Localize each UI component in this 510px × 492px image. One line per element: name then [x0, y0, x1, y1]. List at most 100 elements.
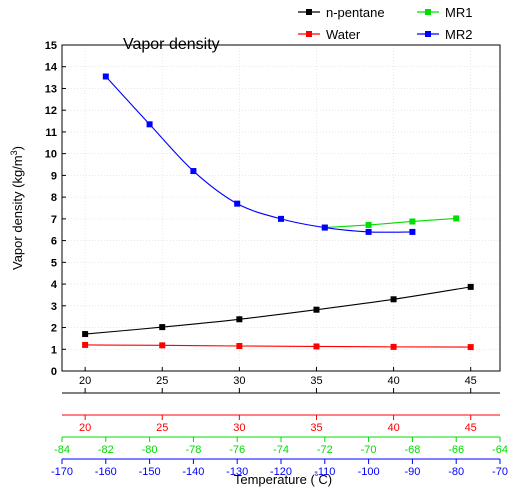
- x-tick-label: -70: [492, 466, 508, 478]
- x-tick-label: -74: [273, 444, 289, 456]
- x-tick-label: 30: [233, 422, 245, 434]
- x-axis-label: Temperature (°C): [234, 472, 332, 487]
- series-mr1: [321, 215, 460, 231]
- data-point: [390, 296, 397, 303]
- legend-label: n-pentane: [326, 5, 385, 20]
- x-axis-mr1: -84 -82 -80 -78 -76 -74 -72 -70 -68 -66 -64: [54, 436, 508, 456]
- data-point: [453, 215, 460, 222]
- data-point: [313, 306, 320, 313]
- y-tick-label: 0: [51, 366, 57, 378]
- x-tick-label: -76: [229, 444, 245, 456]
- x-tick-label: -70: [361, 444, 377, 456]
- series-line: [105, 76, 413, 233]
- data-point: [236, 343, 243, 350]
- y-tick-label: 5: [51, 257, 57, 269]
- x-axis-mr2: -170 -160 -150 -140 -130 -120 -110 -100 -90 -80 -7…: [51, 458, 508, 478]
- y-tick-label: 14: [45, 62, 58, 74]
- x-tick-label: -72: [317, 444, 333, 456]
- y-tick-label: 12: [45, 105, 57, 117]
- legend-item-water: Water: [298, 27, 361, 42]
- x-tick-label: -66: [448, 444, 464, 456]
- data-point: [390, 343, 397, 350]
- data-point: [313, 343, 320, 350]
- x-tick-label: -82: [98, 444, 114, 456]
- series-water: [82, 341, 474, 351]
- data-point: [467, 344, 474, 351]
- x-tick-label: 25: [156, 422, 168, 434]
- data-point: [467, 283, 474, 290]
- series-line: [85, 286, 471, 335]
- series-mr2: [102, 73, 416, 235]
- x-tick-label: 45: [465, 375, 477, 387]
- y-tick-label: 10: [45, 149, 57, 161]
- x-axis-label-end: C): [318, 472, 332, 487]
- x-tick-label: -130: [226, 466, 248, 478]
- y-axis-label-sup: 3: [9, 150, 19, 155]
- legend-item-mr2: MR2: [417, 27, 472, 42]
- grid-lines: [62, 44, 500, 372]
- x-tick-label: 30: [233, 375, 245, 387]
- y-tick-label: 11: [45, 127, 57, 139]
- x-tick-label: 40: [387, 422, 399, 434]
- x-tick-label: -100: [358, 466, 380, 478]
- x-tick-label: 25: [156, 375, 168, 387]
- y-tick-label: 7: [51, 214, 57, 226]
- x-tick-label: 35: [310, 422, 322, 434]
- legend-marker: [425, 9, 431, 15]
- chart-title: Vapor density: [123, 36, 220, 53]
- data-point: [82, 331, 89, 338]
- data-point: [365, 221, 372, 228]
- y-axis-label: Vapor density (kg/m3): [9, 146, 25, 270]
- y-tick-label: 9: [51, 170, 57, 182]
- data-point: [278, 215, 284, 222]
- x-tick-label: -80: [448, 466, 464, 478]
- data-point: [234, 200, 241, 207]
- y-axis-label-text: Vapor density (kg/m: [10, 155, 25, 270]
- legend-label: Water: [326, 27, 361, 42]
- x-tick-label: -78: [185, 444, 201, 456]
- data-point: [409, 228, 416, 235]
- x-tick-label: -90: [404, 466, 420, 478]
- x-tick-label: 45: [465, 422, 477, 434]
- data-point: [159, 342, 166, 349]
- x-tick-label: -140: [182, 466, 204, 478]
- y-tick-label: 2: [51, 323, 57, 335]
- data-point: [102, 73, 109, 80]
- y-tick-label: 13: [45, 83, 57, 95]
- x-tick-label: 20: [79, 422, 91, 434]
- series-n-pentane: [82, 283, 474, 338]
- x-tick-label: -170: [51, 466, 73, 478]
- y-tick-label: 8: [51, 192, 57, 204]
- data-point: [82, 341, 89, 348]
- y-tick-label: 4: [51, 279, 58, 291]
- x-tick-label: -64: [492, 444, 508, 456]
- legend-label: MR2: [445, 27, 472, 42]
- series-line: [324, 217, 457, 229]
- x-axis-water: 20 25 30 35 40 45: [62, 414, 500, 434]
- x-axis-label-text: Temperature (: [234, 472, 316, 487]
- legend: n-pentane MR1 Water MR2: [298, 5, 472, 42]
- y-tick-label: 6: [51, 236, 57, 248]
- data-point: [159, 324, 166, 331]
- plot-frame: [61, 44, 501, 372]
- series-line: [85, 344, 471, 348]
- data-point: [321, 224, 328, 231]
- legend-item-mr1: MR1: [417, 5, 472, 20]
- x-axis-label-degree: °: [315, 472, 319, 482]
- legend-item-n-pentane: n-pentane: [298, 5, 385, 20]
- x-tick-label: -150: [139, 466, 161, 478]
- y-axis-label-end: ): [10, 146, 25, 150]
- data-point: [236, 316, 243, 323]
- x-tick-label: -84: [54, 444, 70, 456]
- y-tick-label: 15: [45, 40, 57, 52]
- legend-marker: [425, 31, 431, 37]
- y-tick-label: 1: [51, 344, 57, 356]
- data-point: [146, 121, 153, 128]
- x-tick-label: 35: [310, 375, 322, 387]
- data-point: [365, 228, 372, 235]
- y-tick-label: 3: [51, 301, 57, 313]
- x-tick-label: -80: [142, 444, 158, 456]
